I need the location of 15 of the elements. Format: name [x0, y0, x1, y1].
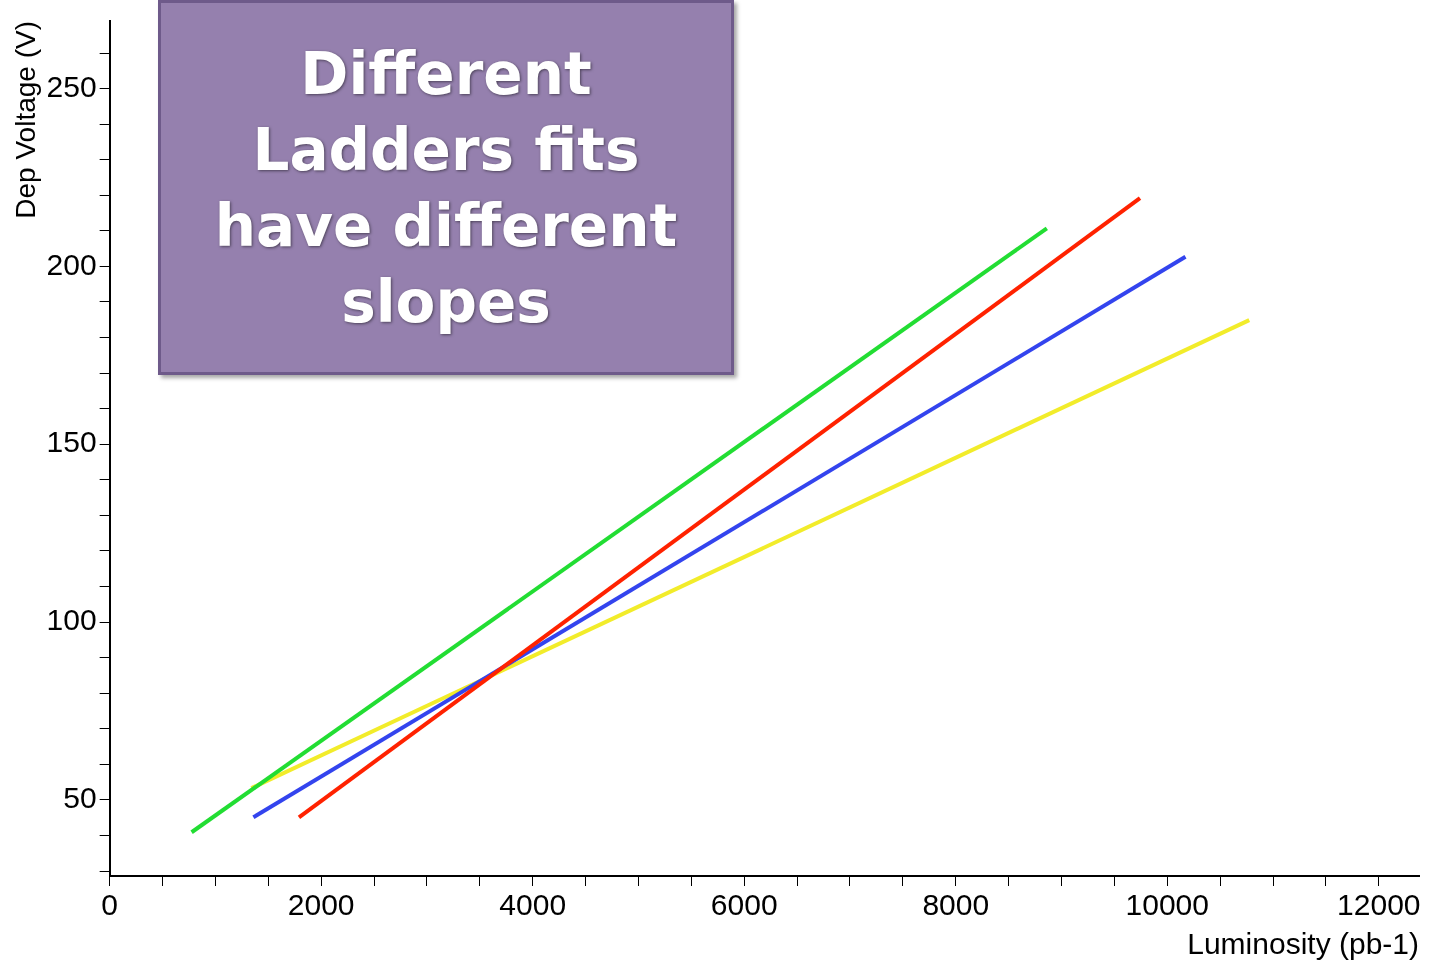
y-tick-label: 150 [46, 425, 97, 459]
x-tick-label: 10000 [1125, 888, 1209, 922]
x-tick-label: 0 [101, 888, 118, 922]
y-tick-label: 250 [46, 69, 97, 103]
y-tick-label: 100 [46, 603, 97, 637]
y-tick-label: 50 [63, 781, 97, 815]
x-tick-label: 6000 [710, 888, 778, 922]
x-tick-label: 8000 [922, 888, 990, 922]
y-axis-title: Dep Voltage (V) [9, 21, 41, 219]
x-axis-title: Luminosity (pb-1) [1187, 927, 1419, 961]
annotation: Different Ladders fits have different slopes [158, 0, 734, 375]
y-tick-label: 200 [46, 247, 97, 281]
x-tick-label: 4000 [499, 888, 567, 922]
x-tick-label: 12000 [1337, 888, 1421, 922]
x-tick-label: 2000 [287, 888, 355, 922]
